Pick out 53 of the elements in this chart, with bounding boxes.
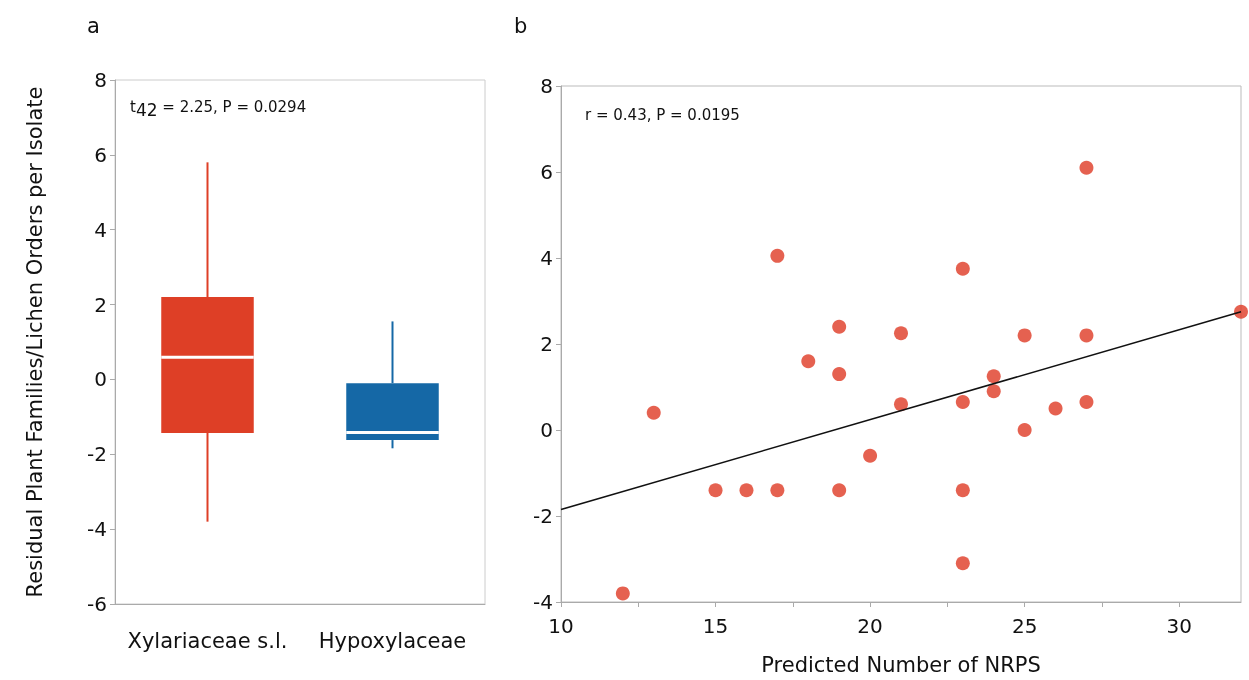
y-axis-title: Residual Plant Families/Lichen Orders per Isolate — [22, 86, 47, 598]
point — [832, 367, 847, 382]
x-tick-label: 10 — [548, 614, 574, 638]
point — [986, 384, 1001, 399]
point — [955, 261, 970, 276]
y-tick-label: 6 — [540, 160, 553, 184]
y-tick-label: 6 — [94, 142, 107, 167]
point — [739, 483, 754, 498]
chart-title: b — [514, 13, 528, 38]
chart-title: a — [87, 13, 100, 38]
y-tick-label: -4 — [533, 590, 553, 614]
x-tick-label: 20 — [857, 614, 883, 638]
y-tick-label: -2 — [87, 442, 107, 467]
point — [1017, 423, 1032, 437]
y-tick-label: 2 — [540, 332, 553, 356]
point — [646, 405, 661, 420]
point — [832, 483, 847, 498]
point — [708, 483, 723, 498]
y-tick-label: 8 — [540, 74, 553, 98]
point — [894, 326, 908, 341]
annotation: r = 0.43, P = 0.0195 — [585, 106, 740, 124]
point — [955, 395, 970, 410]
point — [1017, 328, 1032, 343]
y-tick-label: -4 — [87, 517, 107, 542]
point — [770, 483, 785, 498]
y-tick-label: -6 — [87, 592, 107, 616]
y-tick-label: 4 — [540, 246, 553, 270]
y-tick-label: -2 — [533, 504, 553, 528]
point — [770, 248, 785, 263]
y-tick-label: 0 — [540, 418, 553, 442]
y-tick-label: 8 — [94, 68, 107, 92]
x-axis-title: Predicted Number of NRPS — [761, 652, 1041, 677]
point — [832, 319, 847, 334]
point — [1079, 328, 1094, 343]
x-tick-label: Hypoxylaceae — [318, 628, 467, 653]
point — [955, 483, 970, 498]
x-tick-label: 15 — [702, 614, 729, 638]
y-tick-label: 0 — [94, 367, 107, 392]
y-tick-label: 2 — [94, 292, 107, 317]
x-tick-label: Xylariaceae s.l. — [127, 628, 288, 653]
x-tick-label: 30 — [1166, 614, 1192, 638]
point — [615, 586, 630, 601]
point — [894, 397, 908, 412]
point — [1079, 160, 1094, 175]
point — [1234, 304, 1248, 319]
point — [1048, 401, 1063, 416]
point — [863, 448, 878, 463]
point — [1079, 395, 1094, 410]
x-tick-label: 25 — [1011, 614, 1038, 638]
point — [986, 369, 1001, 384]
point — [801, 354, 816, 369]
y-tick-label: 4 — [94, 217, 107, 242]
point — [955, 556, 970, 571]
